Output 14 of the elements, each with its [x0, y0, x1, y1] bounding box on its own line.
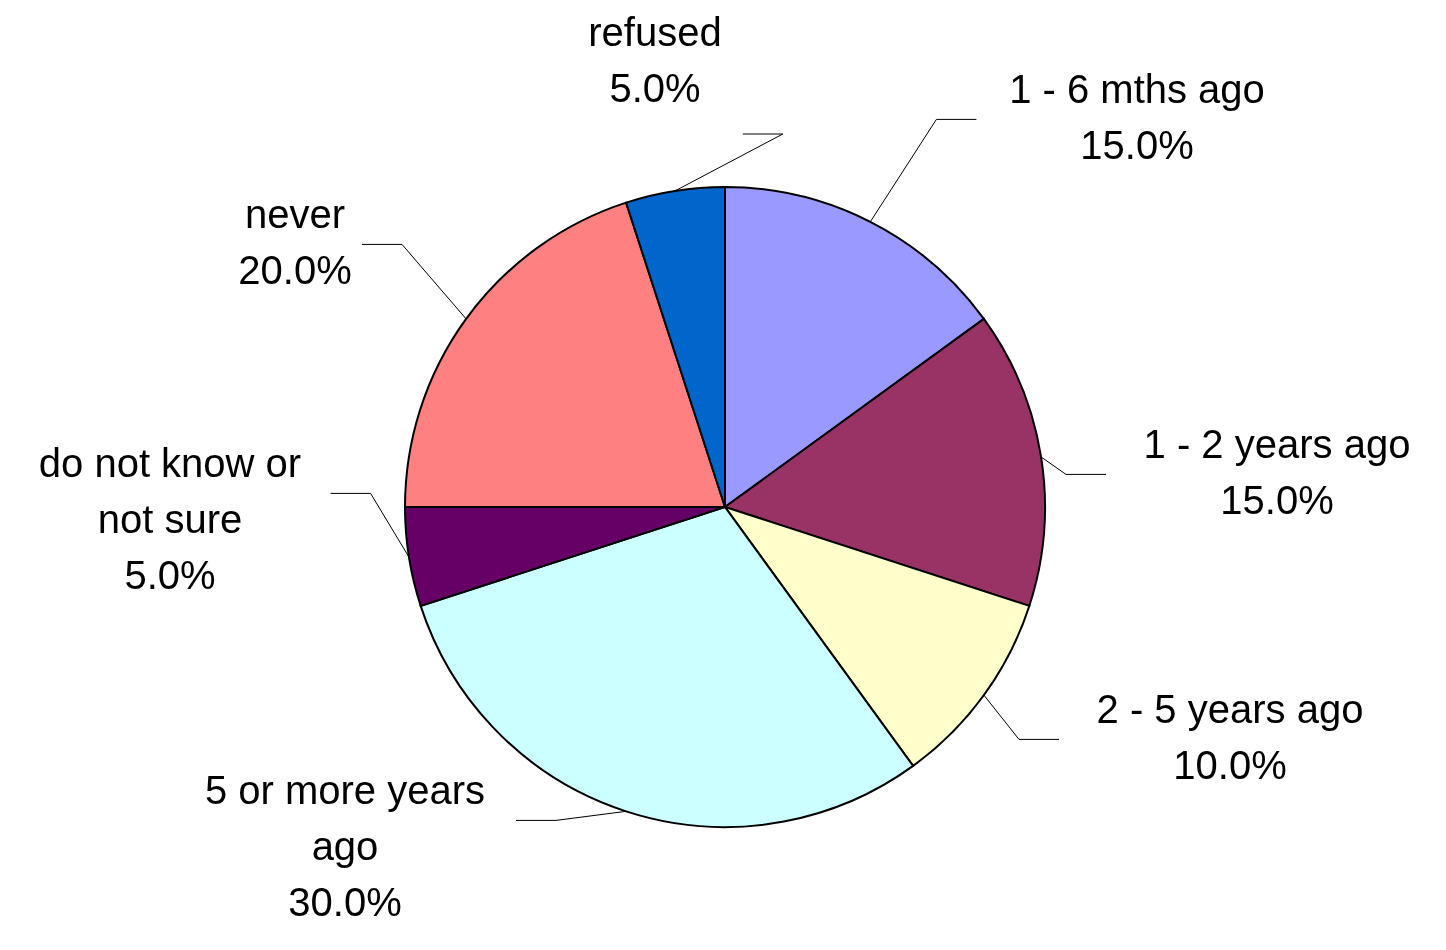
- data-label: 15.0%: [1220, 478, 1334, 522]
- slice-label: refused: [588, 10, 722, 54]
- data-label: 30.0%: [288, 880, 402, 924]
- slice-label: 5 or more years ago: [204, 768, 486, 868]
- slice-label: 2 - 5 years ago: [1096, 687, 1364, 731]
- data-label: 10.0%: [1173, 743, 1287, 787]
- data-label: 5.0%: [124, 553, 216, 597]
- slice-label: do not know or not sure: [38, 441, 302, 541]
- data-label: 15.0%: [1080, 123, 1194, 167]
- data-label: 5.0%: [609, 66, 701, 110]
- slice-label: 1 - 6 mths ago: [1009, 67, 1265, 111]
- slice-label: never: [244, 192, 346, 236]
- data-label: 20.0%: [238, 248, 352, 292]
- slice-label: 1 - 2 years ago: [1143, 422, 1411, 466]
